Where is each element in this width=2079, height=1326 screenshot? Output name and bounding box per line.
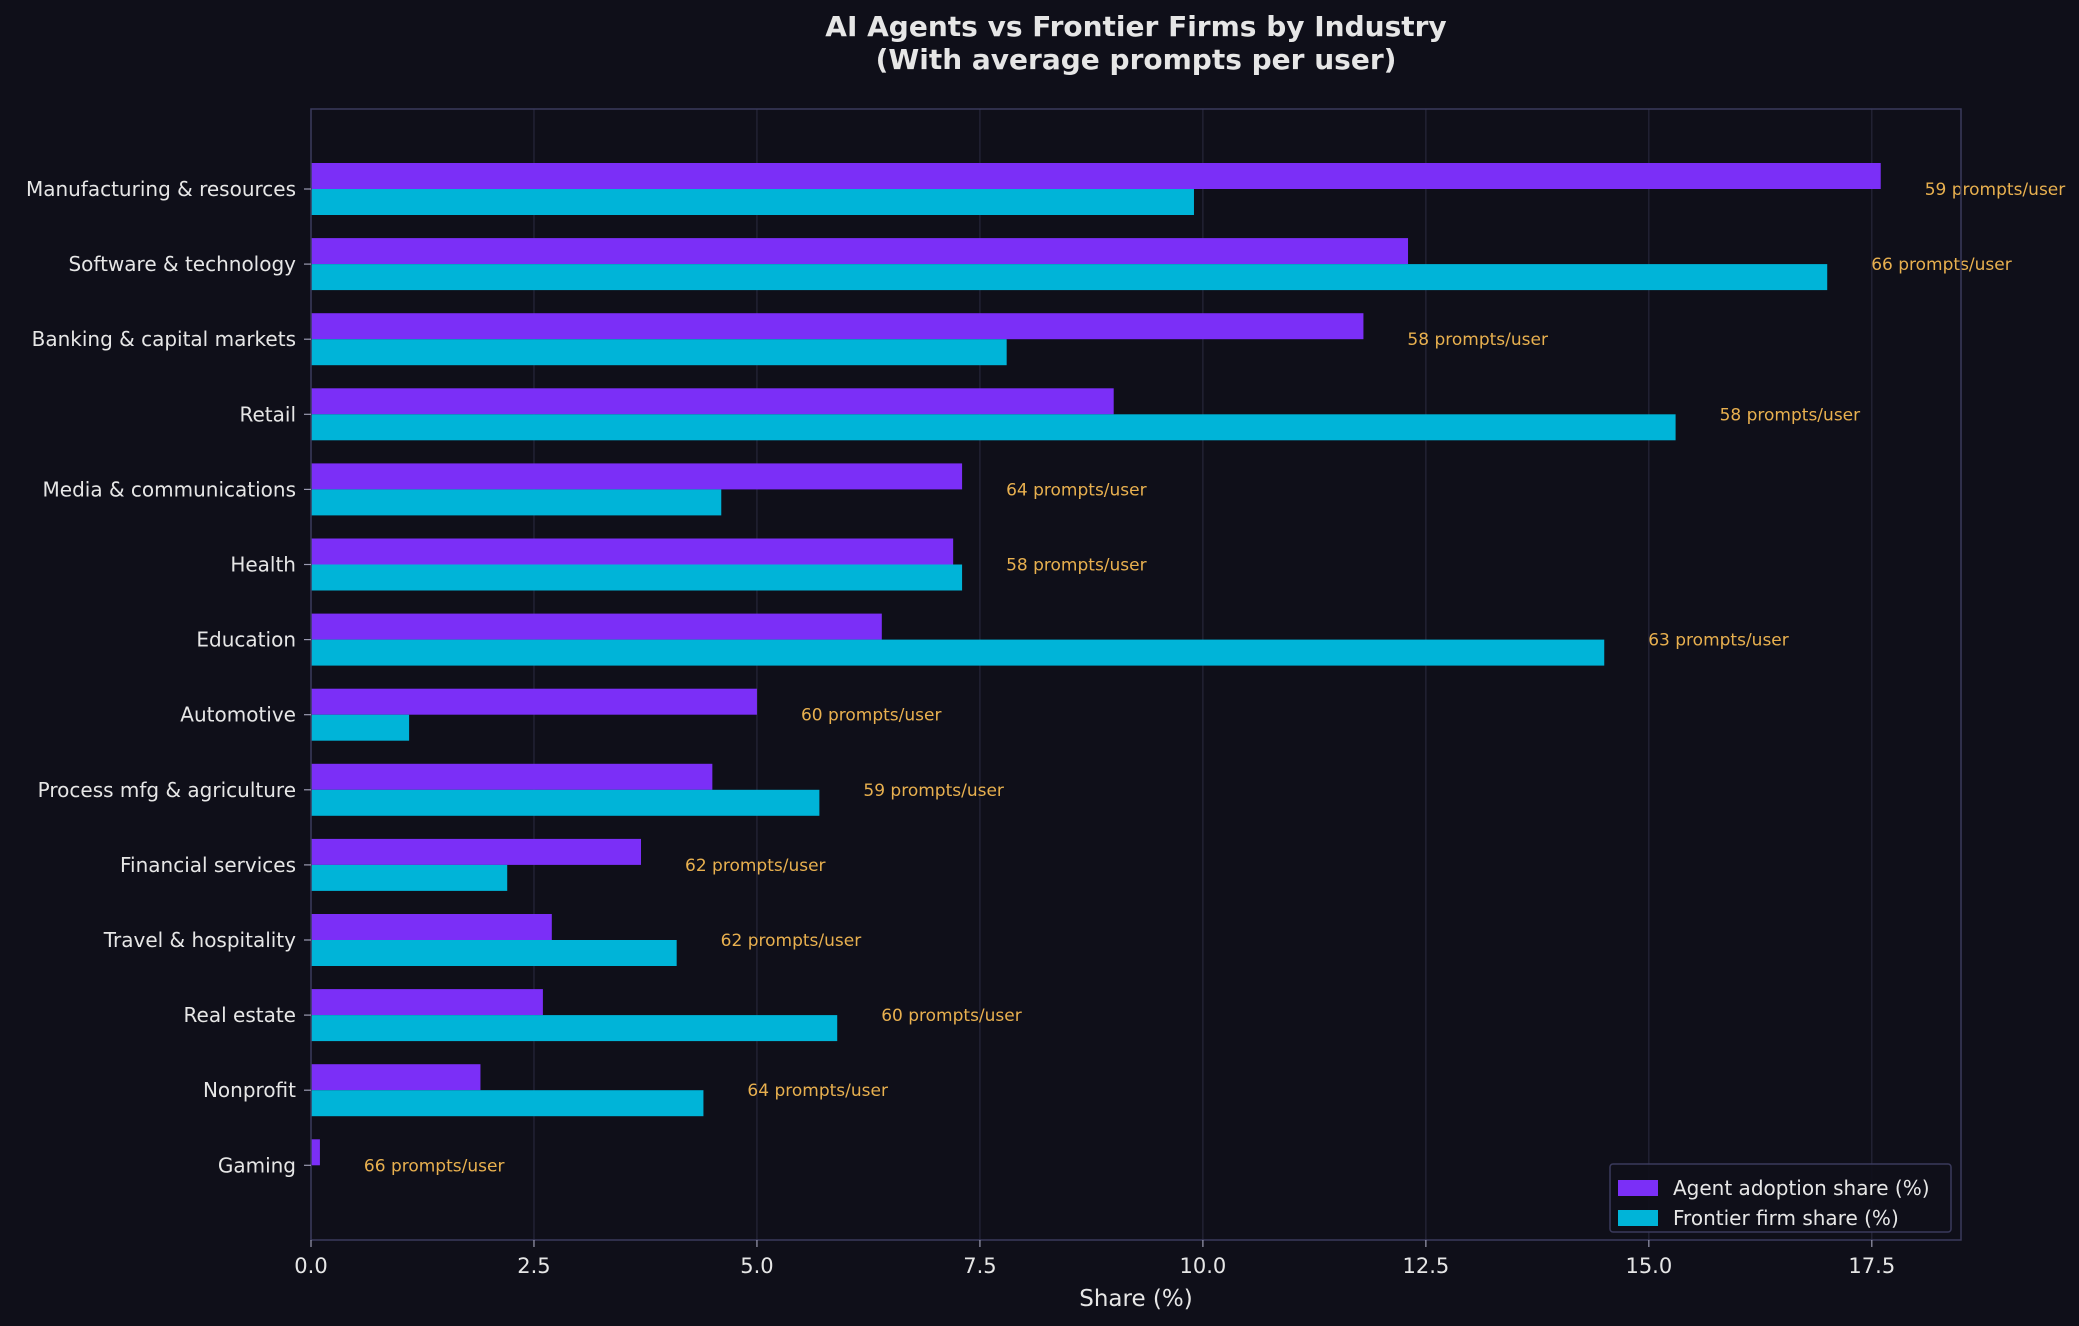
category-label: Software & technology	[68, 252, 296, 276]
category-label: Manufacturing & resources	[26, 177, 296, 201]
bar-frontier-firm	[311, 189, 1194, 215]
bar-frontier-firm	[311, 1090, 704, 1117]
legend-swatch-frontier	[1618, 1210, 1658, 1226]
prompts-per-user-label: 58 prompts/user	[1720, 405, 1861, 425]
category-label: Banking & capital markets	[32, 327, 296, 351]
bar-frontier-firm	[311, 940, 677, 966]
bar-agent-adoption	[311, 989, 543, 1016]
category-label: Retail	[239, 402, 296, 426]
prompts-per-user-label: 64 prompts/user	[747, 1081, 888, 1101]
category-label: Gaming	[218, 1153, 296, 1177]
prompts-per-user-label: 62 prompts/user	[721, 931, 862, 951]
prompts-per-user-label: 60 prompts/user	[801, 706, 942, 726]
x-axis-label: Share (%)	[1079, 1286, 1192, 1312]
x-tick-label: 0.0	[294, 1254, 327, 1278]
bar-agent-adoption	[311, 613, 882, 640]
bar-agent-adoption	[311, 163, 1881, 189]
bar-agent-adoption	[311, 1064, 481, 1091]
category-label: Health	[230, 553, 296, 577]
bar-agent-adoption	[311, 838, 641, 865]
bar-agent-adoption	[311, 688, 757, 715]
bar-frontier-firm	[311, 564, 963, 591]
bar-agent-adoption	[311, 538, 954, 565]
category-label: Automotive	[180, 703, 296, 727]
prompts-per-user-label: 58 prompts/user	[1006, 556, 1147, 576]
bar-frontier-firm	[311, 714, 410, 741]
category-label: Nonprofit	[203, 1078, 296, 1102]
prompts-per-user-label: 59 prompts/user	[1925, 180, 2066, 200]
bars	[311, 163, 1881, 1166]
bar-frontier-firm	[311, 489, 722, 516]
bar-frontier-firm	[311, 864, 508, 891]
category-label: Real estate	[184, 1003, 296, 1027]
bar-frontier-firm	[311, 789, 820, 816]
category-label: Travel & hospitality	[103, 928, 296, 952]
prompts-per-user-label: 64 prompts/user	[1006, 480, 1147, 500]
legend-box	[1609, 1163, 1952, 1233]
prompts-per-user-label: 59 prompts/user	[863, 781, 1004, 801]
bar-agent-adoption	[311, 763, 713, 790]
prompts-per-user-label: 66 prompts/user	[364, 1156, 505, 1176]
legend: Agent adoption share (%) Frontier firm sh…	[1609, 1163, 1952, 1233]
prompts-per-user-label: 58 prompts/user	[1407, 330, 1548, 350]
bar-frontier-firm	[311, 339, 1007, 366]
bar-frontier-firm	[311, 414, 1676, 441]
chart-title: AI Agents vs Frontier Firms by Industry	[825, 10, 1446, 43]
category-label: Education	[196, 628, 296, 652]
bar-frontier-firm	[311, 639, 1605, 666]
plot-border	[310, 108, 1962, 1241]
x-tick-label: 2.5	[517, 1254, 550, 1278]
category-label: Media & communications	[43, 477, 296, 501]
bar-frontier-firm	[311, 264, 1828, 291]
x-tick-label: 7.5	[963, 1254, 996, 1278]
prompts-per-user-label: 66 prompts/user	[1871, 255, 2012, 275]
bar-agent-adoption	[311, 313, 1364, 340]
legend-items: Agent adoption share (%) Frontier firm sh…	[1618, 1176, 1930, 1230]
legend-label: Frontier firm share (%)	[1673, 1206, 1899, 1230]
prompts-per-user-label: 60 prompts/user	[881, 1006, 1022, 1026]
x-tick-label: 15.0	[1625, 1254, 1672, 1278]
x-tick-label: 12.5	[1402, 1254, 1449, 1278]
category-label: Process mfg & agriculture	[38, 778, 296, 802]
category-label: Financial services	[120, 853, 296, 877]
y-axis-categories: Manufacturing & resources Software & tech…	[26, 177, 311, 1177]
bar-agent-adoption	[311, 914, 552, 940]
prompt-labels: 59 prompts/user 66 prompts/user 58 prompts…	[364, 180, 2065, 1176]
bar-agent-adoption	[311, 388, 1114, 415]
x-tick-label: 17.5	[1848, 1254, 1895, 1278]
legend-swatch-agent	[1618, 1180, 1658, 1196]
prompts-per-user-label: 62 prompts/user	[685, 856, 826, 876]
bar-frontier-firm	[311, 1015, 838, 1042]
x-tick-label: 5.0	[740, 1254, 773, 1278]
prompts-per-user-label: 63 prompts/user	[1648, 631, 1789, 651]
legend-label: Agent adoption share (%)	[1673, 1176, 1930, 1200]
bar-agent-adoption	[311, 1139, 320, 1166]
chart-subtitle: (With average prompts per user)	[876, 43, 1397, 76]
bar-agent-adoption	[311, 238, 1409, 265]
bar-agent-adoption	[311, 463, 963, 490]
x-axis-ticks: 0.0 2.5 5.0 7.5 10.0 12.5 15.0 17.5	[294, 1240, 1895, 1278]
x-tick-label: 10.0	[1180, 1254, 1227, 1278]
